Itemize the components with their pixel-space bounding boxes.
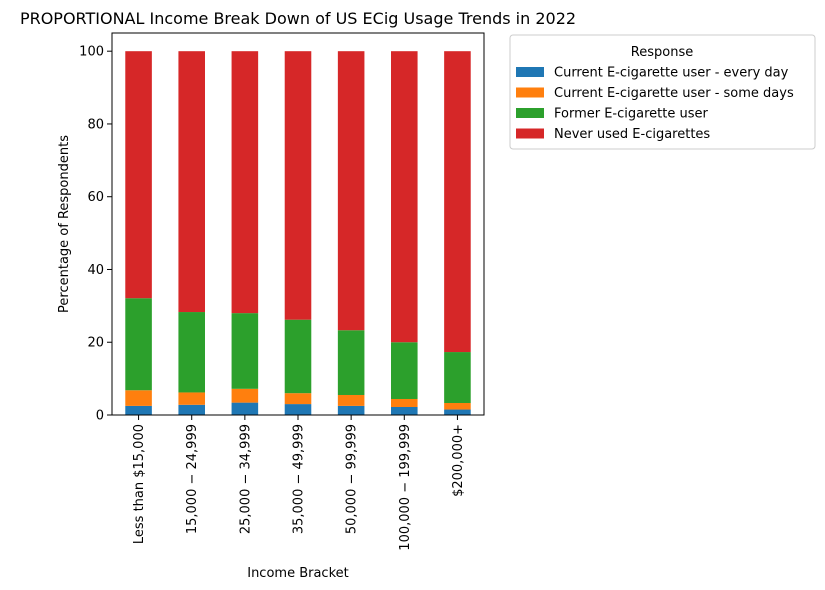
- legend-swatch-2: [516, 108, 544, 118]
- bar-segment-2-1: [231, 388, 259, 403]
- bar-segment-1-1: [178, 392, 205, 405]
- legend-swatch-1: [516, 87, 544, 98]
- bar-segment-4-2: [337, 330, 365, 395]
- y-tick-label-0: 0: [96, 409, 104, 424]
- bar-segment-6-1: [444, 402, 471, 410]
- y-tick-label-5: 100: [79, 45, 104, 60]
- x-tick-label-0: Less than $15,000: [132, 424, 147, 544]
- chart-title: PROPORTIONAL Income Break Down of US ECi…: [20, 9, 576, 28]
- x-tick-label-2: 25,000 − 34,999: [238, 424, 253, 534]
- bar-segment-6-2: [444, 352, 471, 403]
- legend-label-0: Current E-cigarette user - every day: [554, 66, 789, 81]
- bars-group: [125, 51, 471, 415]
- legend-label-2: Former E-cigarette user: [554, 107, 708, 122]
- bar-segment-3-2: [284, 319, 312, 394]
- x-tick-label-6: $200,000+: [451, 424, 466, 497]
- legend-items: Current E-cigarette user - every day Curr…: [516, 66, 794, 142]
- legend-frame: [509, 34, 816, 150]
- bar-segment-2-2: [231, 313, 259, 389]
- bar-segment-3-0: [284, 404, 312, 415]
- y-tick-label-4: 80: [87, 117, 104, 132]
- x-tick-label-3: 35,000 − 49,999: [292, 424, 307, 534]
- bar-segment-6-3: [444, 51, 471, 353]
- legend-swatch-0: [516, 67, 544, 77]
- bar-segment-5-2: [391, 342, 418, 399]
- bar-segment-5-3: [391, 51, 418, 343]
- x-tick-label-1: 15,000 − 24,999: [185, 424, 200, 534]
- y-tick-label-2: 40: [87, 263, 104, 278]
- bar-segment-2-0: [231, 402, 259, 415]
- bar-segment-1-0: [178, 404, 205, 415]
- bar-segment-0-0: [125, 405, 152, 415]
- x-tick-label-5: 100,000 − 199,999: [398, 424, 413, 551]
- legend-label-1: Current E-cigarette user - some days: [554, 86, 794, 101]
- bar-segment-2-3: [231, 51, 259, 314]
- legend-label-3: Never used E-cigarettes: [554, 127, 710, 142]
- bar-segment-4-1: [337, 394, 365, 406]
- bar-segment-3-1: [284, 393, 312, 405]
- bar-segment-5-0: [391, 406, 418, 415]
- bar-segment-3-3: [284, 51, 312, 320]
- bar-segment-1-2: [178, 312, 205, 393]
- bar-segment-4-0: [337, 405, 365, 415]
- x-tick-label-4: 50,000 − 99,999: [345, 424, 360, 534]
- bar-segment-1-3: [178, 51, 205, 313]
- y-tick-label-3: 60: [87, 190, 104, 205]
- bar-segment-4-3: [337, 51, 365, 331]
- bar-segment-6-0: [444, 409, 471, 415]
- y-tick-label-1: 20: [87, 336, 104, 351]
- x-axis-label: Income Bracket: [247, 566, 349, 581]
- y-axis: 0 20 40 60 80 100: [79, 45, 112, 424]
- bar-segment-0-3: [125, 51, 152, 299]
- bar-segment-5-1: [391, 398, 418, 407]
- y-axis-label: Percentage of Respondents: [57, 135, 72, 313]
- bar-segment-0-2: [125, 298, 152, 391]
- bar-segment-0-1: [125, 390, 152, 406]
- legend-title: Response: [631, 45, 693, 60]
- legend: Response Current E-cigarette user - ever…: [509, 34, 816, 150]
- legend-swatch-3: [516, 128, 544, 139]
- x-axis: Less than $15,000 15,000 − 24,999 25,000 −…: [132, 415, 466, 551]
